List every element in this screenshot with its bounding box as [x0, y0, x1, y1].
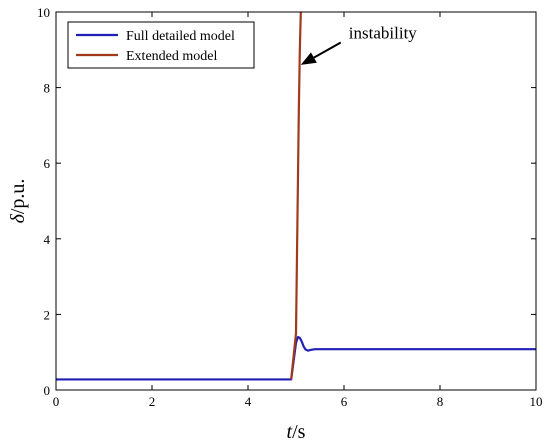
series-layer — [56, 12, 536, 381]
y-tick-label: 10 — [37, 5, 50, 20]
y-axis-label: δ/p.u. — [7, 179, 29, 224]
x-tick-label: 8 — [437, 394, 444, 409]
x-tick-label: 10 — [530, 394, 543, 409]
x-tick-label: 6 — [341, 394, 348, 409]
annotation-layer: instability — [300, 23, 418, 65]
y-tick-label: 0 — [44, 383, 51, 398]
x-tick-label: 2 — [149, 394, 156, 409]
series-line-extended-model — [290, 12, 302, 380]
y-tick-label: 6 — [44, 156, 51, 171]
annotation-arrow-shaft — [313, 41, 342, 59]
annotation-arrow-head — [300, 52, 317, 65]
legend-box — [67, 21, 255, 69]
x-tick-label: 0 — [53, 394, 60, 409]
y-tick-label: 8 — [44, 81, 51, 96]
legend-label-extended: Extended model — [126, 49, 217, 64]
legend: Full detailed model Extended model — [67, 21, 255, 69]
legend-label-full-detailed: Full detailed model — [126, 29, 235, 44]
x-tick-label: 4 — [245, 394, 252, 409]
series-line-full-detailed-model — [56, 335, 536, 381]
x-axis-label: t/s — [287, 421, 306, 443]
tick-layer: 0 2 4 6 8 10 0 2 4 6 8 10 — [37, 5, 543, 409]
instability-annotation: instability — [349, 23, 418, 42]
y-tick-label: 4 — [44, 232, 51, 247]
y-tick-label: 2 — [44, 307, 51, 322]
plot-frame — [55, 11, 537, 391]
